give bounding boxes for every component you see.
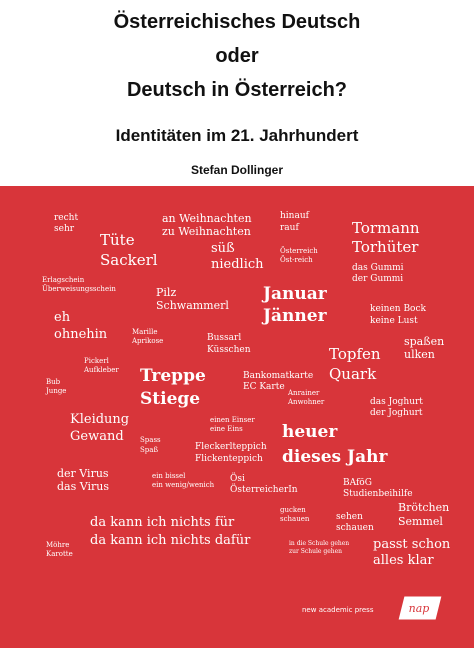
word-marille: Marille [132,328,158,336]
word-fleckerlteppich: Fleckerlteppich [195,442,267,452]
word-niedlich: niedlich [211,257,264,272]
word-oest-reich: Öst-reich [280,256,313,264]
word-der-gummi: der Gummi [352,274,404,284]
word-spass-sz: Spaß [140,446,159,454]
word-jaenner: Jänner [263,306,327,326]
word-suess: süß [211,241,235,256]
word-gucken: gucken [280,506,306,514]
publisher-name: new academic press [302,606,374,614]
word-kuesschen: Küsschen [207,345,251,355]
word-flickenteppich: Flickenteppich [195,454,263,464]
word-aprikose: Aprikose [132,337,164,345]
word-broetchen: Brötchen [398,501,450,514]
word-moehre: Möhre [46,541,70,549]
word-zu-weihnachten: zu Weihnachten [162,225,251,238]
word-recht: recht [54,213,79,223]
word-dieses-jahr: dieses Jahr [282,447,388,467]
word-kleidung: Kleidung [70,412,130,427]
word-schwammerl: Schwammerl [156,299,229,312]
word-gewand: Gewand [70,429,124,444]
word-ulken: ulken [404,348,435,361]
word-sehr: sehr [54,224,75,234]
word-topfen: Topfen [329,345,381,363]
word-sackerl: Sackerl [100,251,158,269]
word-bankomatkarte: Bankomatkarte [243,371,314,381]
word-heuer: heuer [282,422,338,442]
title-line-2: oder [215,45,259,67]
word-spass: Spass [140,436,161,444]
title-line-3: Deutsch in Österreich? [126,79,348,101]
word-schauen-2: schauen [336,523,374,533]
word-der-joghurt: der Joghurt [370,408,423,418]
word-semmel: Semmel [398,515,443,528]
word-erlagschein: Erlagschein [42,276,85,284]
word-januar: Januar [263,284,327,304]
word-passt-schon: passt schon [373,537,451,552]
word-spassen: spaßen [404,335,445,348]
word-anrainer: Anrainer [288,389,320,397]
word-das-gummi: das Gummi [352,263,404,273]
word-das-joghurt: das Joghurt [370,397,423,407]
title-area: Österreichisches Deutsch oder Deutsch in… [0,0,474,186]
word-quark: Quark [329,365,377,383]
word-keinen-bock: keinen Bock [370,304,426,314]
word-bub: Bub [46,378,61,386]
word-keine-lust: keine Lust [370,316,418,326]
word-ohnehin: ohnehin [54,327,108,342]
word-sehen: sehen [336,512,363,522]
word-zur-schule: zur Schule gehen [289,548,343,555]
word-ec-karte: EC Karte [243,382,285,392]
word-ein-bissel: ein bissel [152,472,186,480]
subtitle: Identitäten im 21. Jahrhundert [115,126,359,145]
word-einen-einser: einen Einser [210,416,255,424]
word-eh: eh [54,310,71,325]
word-tormann: Tormann [352,219,420,237]
word-rauf: rauf [280,223,299,233]
author: Stefan Dollinger [190,163,283,177]
title-line-1: Österreichisches Deutsch [113,11,361,33]
word-ein-wenig: ein wenig/wenich [152,481,215,489]
word-hinauf: hinauf [280,211,309,221]
publisher-logo: nap [398,595,442,621]
word-nichts-fuer: da kann ich nichts für [90,515,235,530]
word-ueberweisungsschein: Überweisungsschein [42,285,116,293]
word-oesterreicherin: ÖsterreicherIn [230,485,298,495]
word-das-virus: das Virus [57,480,109,493]
word-schule-gehen: in die Schule gehen [289,540,350,547]
word-pickerl: Pickerl [84,357,109,365]
word-der-virus: der Virus [57,467,109,480]
word-bussarl: Bussarl [207,333,242,343]
word-tuete: Tüte [100,231,135,249]
word-oesi: Ösi [230,474,245,484]
word-oesterreich: Österreich [280,247,318,255]
word-an-weihnachten: an Weihnachten [162,212,252,225]
word-studienbeihilfe: Studienbeihilfe [343,489,413,499]
word-karotte: Karotte [46,550,73,558]
word-pilz: Pilz [156,286,177,299]
word-schauen-1: schauen [280,515,310,523]
logo-text: nap [409,602,430,615]
word-torhueter: Torhüter [352,238,419,256]
word-cloud-panel [0,186,474,648]
word-anwohner: Anwohner [288,398,325,406]
word-stiege: Stiege [140,389,201,409]
word-alles-klar: alles klar [373,553,434,568]
word-aufkleber: Aufkleber [84,366,119,374]
word-nichts-dafuer: da kann ich nichts dafür [90,533,251,548]
word-junge: Junge [46,387,67,395]
word-treppe: Treppe [140,366,206,386]
word-bafoeg: BAföG [343,478,372,488]
word-eine-eins: eine Eins [210,425,243,433]
